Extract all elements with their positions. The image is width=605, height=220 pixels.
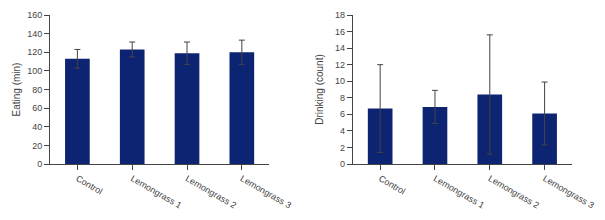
svg-text:40: 40: [32, 122, 42, 132]
svg-text:4: 4: [340, 126, 345, 136]
svg-text:10: 10: [335, 76, 345, 86]
svg-text:14: 14: [335, 43, 345, 53]
svg-text:120: 120: [27, 47, 42, 57]
svg-text:80: 80: [32, 85, 42, 95]
svg-text:160: 160: [27, 10, 42, 20]
svg-text:60: 60: [32, 103, 42, 113]
svg-text:0: 0: [37, 159, 42, 169]
svg-text:Lemongrass 3: Lemongrass 3: [541, 173, 595, 210]
svg-text:Control: Control: [74, 173, 104, 196]
svg-text:20: 20: [32, 141, 42, 151]
svg-text:Lemongrass 1: Lemongrass 1: [129, 173, 183, 210]
svg-text:0: 0: [340, 159, 345, 169]
svg-text:Lemongrass 1: Lemongrass 1: [432, 173, 486, 210]
svg-text:100: 100: [27, 66, 42, 76]
svg-text:Control: Control: [377, 173, 407, 196]
svg-text:2: 2: [340, 143, 345, 153]
svg-text:140: 140: [27, 29, 42, 39]
svg-text:12: 12: [335, 60, 345, 70]
svg-text:18: 18: [335, 10, 345, 20]
svg-text:Drinking (count): Drinking (count): [314, 54, 325, 125]
svg-text:Lemongrass 3: Lemongrass 3: [239, 173, 293, 210]
svg-text:Eating (min): Eating (min): [11, 63, 22, 117]
svg-text:6: 6: [340, 109, 345, 119]
svg-text:8: 8: [340, 93, 345, 103]
svg-text:Lemongrass 2: Lemongrass 2: [184, 173, 238, 210]
svg-text:16: 16: [335, 27, 345, 37]
svg-text:Lemongrass 2: Lemongrass 2: [487, 173, 541, 210]
